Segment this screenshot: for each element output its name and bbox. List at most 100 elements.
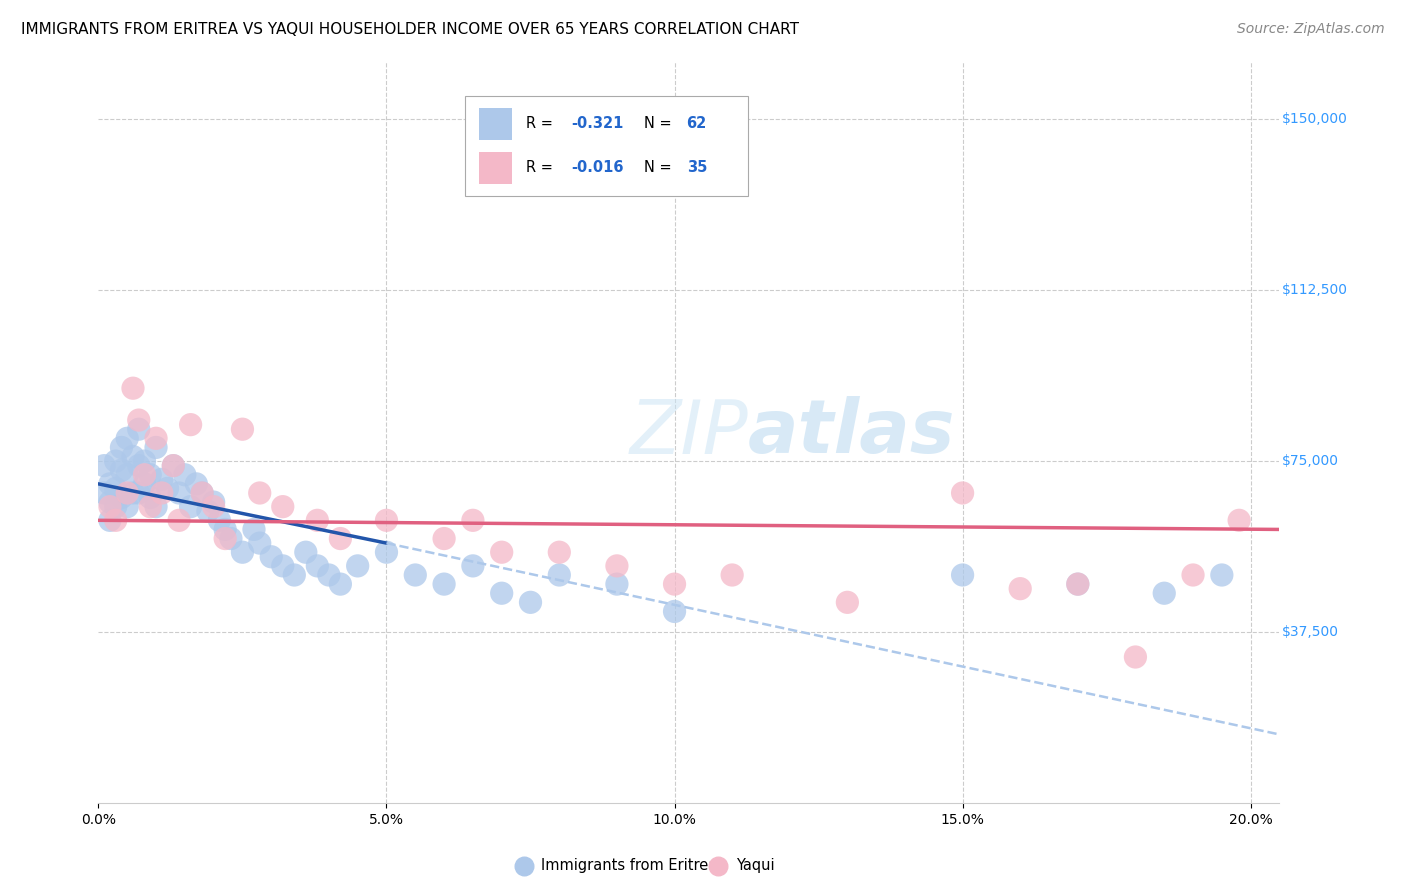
Point [128,422,150,436]
Point [664,577,686,591]
Point [191,486,214,500]
Point [214,523,236,537]
Point [122,381,145,395]
Point [329,532,352,546]
Point [548,568,571,582]
Point [145,431,167,445]
Text: N =: N = [644,116,676,131]
Point [110,491,132,505]
Text: 62: 62 [686,116,707,131]
Point [952,486,974,500]
Point [491,545,513,559]
Point [202,495,225,509]
Point [156,482,179,496]
Point [180,417,202,432]
Point [93,486,115,500]
Point [167,486,190,500]
Point [249,536,271,550]
Point [214,532,236,546]
Point [271,558,294,573]
Text: $150,000: $150,000 [1282,112,1348,127]
Point [307,558,329,573]
Point [128,413,150,427]
Text: -0.321: -0.321 [571,116,623,131]
Text: atlas: atlas [748,396,956,469]
Point [1067,577,1090,591]
Point [110,463,132,477]
Text: R =: R = [526,161,557,175]
Point [375,513,398,527]
Point [145,500,167,514]
Point [271,500,294,514]
Point [98,500,121,514]
Point [606,577,628,591]
Point [404,568,426,582]
Text: $75,000: $75,000 [1282,454,1339,468]
Point [139,491,162,505]
Text: IMMIGRANTS FROM ERITREA VS YAQUI HOUSEHOLDER INCOME OVER 65 YEARS CORRELATION CH: IMMIGRANTS FROM ERITREA VS YAQUI HOUSEHO… [21,22,799,37]
Point [433,532,456,546]
Point [110,441,132,455]
Point [173,467,195,482]
Text: -0.016: -0.016 [571,161,623,175]
Point [1182,568,1205,582]
Point [433,577,456,591]
Point [128,486,150,500]
Point [115,467,138,482]
Point [519,595,541,609]
Text: Yaqui: Yaqui [737,858,775,873]
Point [295,545,318,559]
Point [167,513,190,527]
Text: ZIP: ZIP [630,397,748,468]
Point [548,545,571,559]
Text: Source: ZipAtlas.com: Source: ZipAtlas.com [1237,22,1385,37]
Point [249,486,271,500]
Point [260,549,283,564]
Point [283,568,305,582]
Text: Immigrants from Eritrea: Immigrants from Eritrea [541,858,717,873]
Bar [478,108,512,140]
Point [145,441,167,455]
Point [180,500,202,514]
Point [664,604,686,618]
Point [98,495,121,509]
Bar [464,95,748,195]
Point [1067,577,1090,591]
Point [606,558,628,573]
Point [162,458,184,473]
Point [128,458,150,473]
Text: $112,500: $112,500 [1282,284,1348,297]
Bar [478,152,512,184]
Point [122,486,145,500]
Point [134,454,156,468]
Point [93,458,115,473]
Point [122,450,145,464]
Point [231,422,253,436]
Point [150,486,173,500]
Point [162,458,184,473]
Point [375,545,398,559]
Point [1153,586,1175,600]
Point [461,558,484,573]
Point [346,558,368,573]
Point [1211,568,1233,582]
Point [115,500,138,514]
Point [134,467,156,482]
Point [202,500,225,514]
Point [104,482,127,496]
Point [208,513,231,527]
Text: R =: R = [526,116,557,131]
Point [307,513,329,527]
Text: 35: 35 [686,161,707,175]
Text: N =: N = [644,161,676,175]
Point [139,500,162,514]
Point [721,568,744,582]
Point [186,476,208,491]
Point [318,568,340,582]
Point [219,532,242,546]
Point [191,486,214,500]
Point [139,467,162,482]
Point [1125,650,1147,665]
Point [491,586,513,600]
Point [104,454,127,468]
